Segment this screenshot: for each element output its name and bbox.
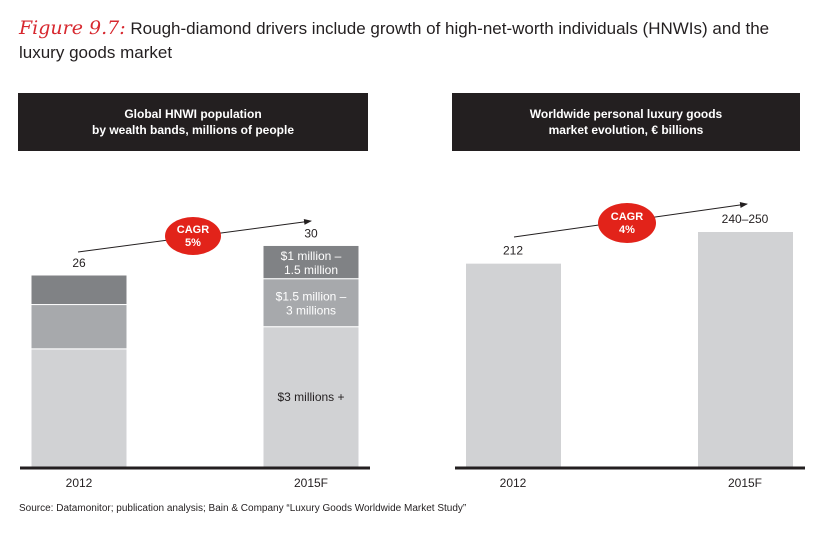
x-tick-label-2015F: 2015F	[294, 476, 328, 490]
right-cagr-badge	[598, 203, 656, 243]
right-chart-title-2: market evolution, € billions	[548, 123, 704, 137]
bar-2012	[466, 263, 561, 467]
bar-segment-2015F-1	[262, 278, 360, 328]
bar-2015F	[698, 232, 793, 467]
left-chart-title-2: by wealth bands, millions of people	[91, 123, 295, 137]
bar-segment-2012-0	[30, 348, 128, 468]
source-note: Source: Datamonitor; publication analysi…	[19, 503, 467, 514]
cagr-label: CAGR	[611, 211, 643, 223]
left-cagr-badge	[165, 217, 221, 255]
left-chart-header: Global HNWI population by wealth bands, …	[18, 93, 368, 151]
cagr-label: CAGR	[177, 224, 209, 236]
figure-label: Figure 9.7:	[19, 17, 126, 39]
value-label-2012: 212	[503, 244, 523, 258]
x-tick-label-2012: 2012	[66, 476, 93, 490]
segment-label: $3 millions +	[277, 390, 344, 404]
bar-segment-2012-1	[30, 304, 128, 350]
segment-label: $1 million –	[281, 249, 342, 263]
left-chart-title-1: Global HNWI population	[124, 107, 262, 121]
total-label-2015F: 30	[304, 226, 318, 240]
x-tick-label-2012: 2012	[500, 476, 527, 490]
right-chart-header: Worldwide personal luxury goods market e…	[452, 93, 800, 151]
total-label-2012: 26	[72, 256, 86, 270]
segment-label: 1.5 million	[284, 263, 338, 277]
bar-segment-2012-2	[30, 274, 128, 306]
value-label-2015F: 240–250	[722, 212, 769, 226]
bar-segment-2015F-2	[262, 244, 360, 280]
figure-title-text: Rough-diamond drivers include growth of …	[19, 19, 770, 62]
segment-label: $1.5 million –	[276, 290, 347, 304]
figure-title: Figure 9.7: Rough-diamond drivers includ…	[19, 16, 819, 65]
segment-label: 3 millions	[286, 304, 336, 318]
cagr-value: 5%	[185, 237, 201, 249]
cagr-value: 4%	[619, 224, 635, 236]
right-chart-title-1: Worldwide personal luxury goods	[529, 107, 723, 121]
x-tick-label-2015F: 2015F	[728, 476, 762, 490]
